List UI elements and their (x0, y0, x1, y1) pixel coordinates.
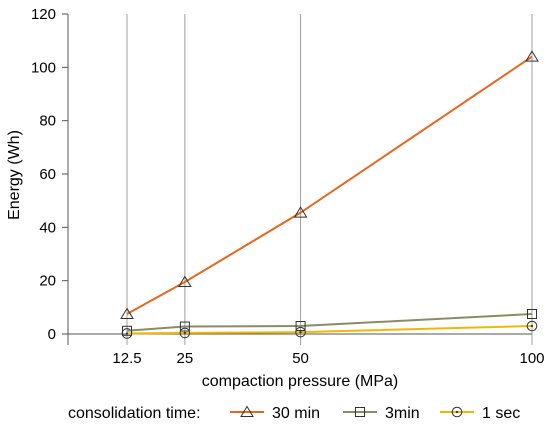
y-axis-label: Energy (Wh) (6, 130, 23, 220)
data-point-30-min (525, 50, 539, 62)
axes (62, 13, 532, 345)
data-point-1-sec (526, 320, 538, 332)
data-point-3min (122, 325, 132, 336)
data-point-1-sec (295, 326, 306, 338)
y-tick-label: 80 (39, 113, 56, 130)
legend-marker-1-sec (451, 406, 463, 418)
x-tick-label: 12.5 (112, 350, 141, 367)
data-point-3min (527, 309, 537, 319)
y-tick-label: 20 (39, 273, 56, 290)
data-point-30-min (293, 206, 308, 218)
data-point-3min (179, 321, 190, 332)
series-line-1-sec (126, 325, 533, 335)
legend-label: 30 min (272, 405, 320, 422)
y-tick-labels: 0 20 40 60 80 100 120 (31, 6, 56, 343)
series-group (120, 50, 539, 339)
series-line-30-min (126, 55, 533, 315)
data-point-3min (295, 321, 306, 331)
x-tick-label: 25 (177, 350, 194, 367)
data-point-30-min (177, 275, 192, 287)
data-point-1-sec (179, 327, 191, 339)
legend: consolidation time: 30 min 3min 1 sec (68, 405, 520, 422)
y-tick-label: 0 (48, 326, 56, 343)
y-tick-label: 40 (39, 219, 56, 236)
x-axis-label: compaction pressure (MPa) (202, 373, 399, 390)
legend-marker-30-min (240, 405, 254, 417)
data-point-30-min (120, 307, 134, 319)
y-tick-label: 60 (39, 166, 56, 183)
x-tick-label: 100 (519, 350, 544, 367)
y-tick-label: 120 (31, 6, 56, 23)
legend-marker-3min (355, 407, 365, 417)
x-tick-labels: 12.5 25 50 100 (112, 350, 544, 367)
legend-label: 1 sec (482, 405, 520, 422)
legend-title: consolidation time: (68, 405, 201, 422)
x-tick-label: 50 (292, 350, 309, 367)
legend-label: 3min (385, 405, 420, 422)
series-line-3min (126, 313, 533, 332)
grid (126, 14, 533, 345)
y-tick-label: 100 (31, 59, 56, 76)
